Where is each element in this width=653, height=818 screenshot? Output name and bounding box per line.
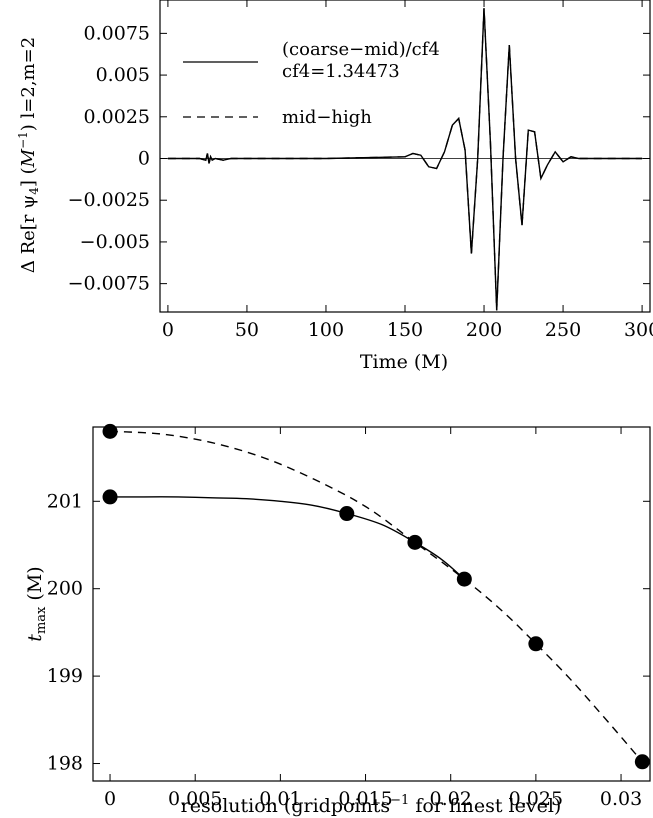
series-line-dashed xyxy=(109,430,643,763)
bottom-y-label-unit: (M) xyxy=(24,566,46,606)
bottom-y-label-sub: max xyxy=(34,606,49,634)
bottom-plot-frame xyxy=(92,426,651,782)
bottom-x-label-sup: −1 xyxy=(390,793,409,808)
data-point xyxy=(407,534,423,550)
x-tick-label: 0.015 xyxy=(338,788,392,810)
bottom-ticks xyxy=(93,427,650,781)
x-tick-label: 0 xyxy=(162,319,174,341)
x-tick-label: 250 xyxy=(545,319,581,341)
top-legend: (coarse−mid)/cf4 cf4=1.34473 mid−high xyxy=(183,39,440,128)
x-tick-label: 150 xyxy=(387,319,423,341)
top-series xyxy=(167,8,643,311)
bottom-x-label-b: for finest level) xyxy=(409,795,561,817)
top-y-label-a: Δ Re[r ψ xyxy=(18,195,39,273)
top-y-axis-label: Δ Re[r ψ4] (M−1) l=2,m=2 xyxy=(16,37,41,273)
y-tick-label: 199 xyxy=(47,665,83,687)
x-tick-label: 100 xyxy=(308,319,344,341)
y-tick-label: 0.005 xyxy=(96,64,150,86)
data-point xyxy=(634,754,650,770)
bottom-y-label-t: t xyxy=(24,634,46,642)
legend-label-solid-2: cf4=1.34473 xyxy=(282,61,400,82)
bottom-x-tick-labels: 0 0.005 0.01 0.015 0.02 0.025 0.03 xyxy=(104,788,642,810)
data-point xyxy=(339,506,355,522)
top-y-label-sub: 4 xyxy=(27,187,41,195)
y-tick-label: −0.005 xyxy=(80,231,150,253)
top-ticks xyxy=(160,0,650,312)
bottom-chart: 0 0.005 0.01 0.015 0.02 0.025 0.03 198 199 200 20… xyxy=(24,423,651,817)
x-tick-label: 0.005 xyxy=(168,788,222,810)
bottom-y-tick-labels: 198 199 200 201 xyxy=(47,490,83,774)
legend-label-dashed: mid−high xyxy=(282,107,372,128)
bottom-x-axis-label: resolution (gridpoints−1 for finest leve… xyxy=(181,793,562,817)
series-line-dashed xyxy=(167,8,643,311)
y-tick-label: 201 xyxy=(47,490,83,512)
x-tick-label: 200 xyxy=(466,319,502,341)
x-tick-label: 50 xyxy=(235,319,259,341)
data-point xyxy=(102,423,118,439)
top-y-label-sup: −1 xyxy=(16,131,30,149)
top-x-tick-labels: 0 50 100 150 200 250 300 xyxy=(162,319,653,341)
bottom-y-axis-label: tmax (M) xyxy=(24,566,49,641)
top-y-tick-labels: 0.0075 0.005 0.0025 0 −0.0025 −0.005 −0.0075 xyxy=(68,22,150,294)
x-tick-label: 0.02 xyxy=(430,788,472,810)
top-chart: 0 50 100 150 200 250 300 0.0075 0.005 0.0025 0 −0.… xyxy=(16,0,653,373)
data-point xyxy=(102,489,118,505)
data-point xyxy=(528,636,544,652)
top-y-label-c: ) l=2,m=2 xyxy=(18,37,39,131)
y-tick-label: 198 xyxy=(47,753,83,775)
y-tick-label: −0.0075 xyxy=(68,273,150,295)
y-tick-label: 0.0075 xyxy=(84,22,150,44)
bottom-x-label-a: resolution (gridpoints xyxy=(181,795,390,817)
data-point xyxy=(456,571,472,587)
y-tick-label: 0 xyxy=(138,148,150,170)
x-tick-label: 0 xyxy=(104,788,116,810)
top-y-label-b: ] ( xyxy=(18,167,39,187)
bottom-points xyxy=(102,423,650,770)
top-x-axis-label: Time (M) xyxy=(360,351,448,373)
y-tick-label: 200 xyxy=(47,578,83,600)
y-tick-label: 0.0025 xyxy=(84,106,150,128)
x-tick-label: 300 xyxy=(624,319,653,341)
y-tick-label: −0.0025 xyxy=(68,189,150,211)
legend-label-solid-1: (coarse−mid)/cf4 xyxy=(282,39,440,60)
x-tick-label: 0.03 xyxy=(600,788,642,810)
x-tick-label: 0.01 xyxy=(259,788,301,810)
x-tick-label: 0.025 xyxy=(509,788,563,810)
top-y-label-unit: M xyxy=(18,148,39,168)
bottom-series xyxy=(109,430,643,763)
